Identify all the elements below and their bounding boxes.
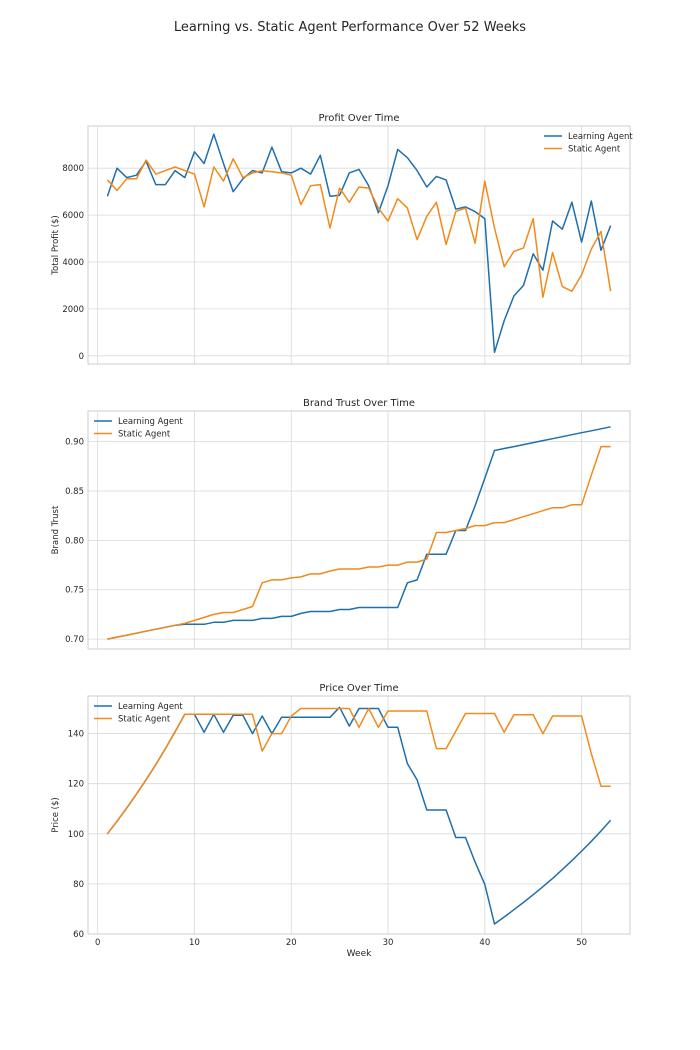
chart-title: Profit Over Time (319, 113, 400, 124)
y-tick-label: 0.70 (65, 635, 84, 645)
y-tick-label: 0.85 (65, 487, 84, 497)
y-axis-label: Brand Trust (51, 505, 61, 554)
series-line-static (107, 445, 611, 640)
y-tick-label: 80 (73, 880, 84, 890)
x-tick-label: 10 (189, 938, 200, 948)
legend: Learning Agent Static Agent (544, 132, 633, 155)
chart-panel-2: Brand Trust Over Time Brand Trust 0.70 0.75… (51, 398, 631, 650)
y-axis-label: Price ($) (51, 797, 61, 832)
y-tick-label: 0.80 (65, 536, 84, 546)
x-tick-label: 30 (383, 938, 394, 948)
series-line-learning (106, 133, 612, 354)
y-tick-label: 4000 (62, 258, 84, 268)
legend-label: Learning Agent (118, 417, 183, 427)
y-tick-label: 140 (68, 730, 84, 740)
plot-frame (87, 695, 631, 935)
y-tick-label: 2000 (62, 305, 84, 315)
y-tick-label: 0.75 (65, 586, 84, 596)
x-tick-label: 50 (576, 938, 587, 948)
legend-label: Static Agent (118, 430, 171, 440)
series-line-static (106, 707, 611, 835)
chart-panel-1: Profit Over Time Total Profit ($) 0 2000 400… (51, 113, 633, 365)
y-tick-label: 120 (68, 780, 84, 790)
legend-label: Learning Agent (118, 702, 183, 712)
y-tick-label: 60 (73, 930, 84, 940)
figure-suptitle: Learning vs. Static Agent Performance Ov… (174, 20, 526, 35)
chart-panel-3: Price Over Time Price ($) 60 80 100 120 140 0 10… (51, 683, 631, 948)
x-tick-label: 0 (95, 938, 100, 948)
chart-title: Price Over Time (319, 683, 398, 694)
plot-frame (87, 410, 631, 650)
y-tick-label: 6000 (62, 211, 84, 221)
y-tick-label: 8000 (62, 164, 84, 174)
chart-title: Brand Trust Over Time (303, 398, 415, 409)
series-line-static (106, 158, 612, 298)
legend: Learning Agent Static Agent (94, 702, 183, 725)
y-tick-label: 0 (79, 352, 84, 362)
series-line-learning (107, 426, 611, 640)
legend-label: Static Agent (118, 715, 171, 725)
series-line-learning (106, 706, 612, 925)
y-tick-label: 0.90 (65, 438, 84, 448)
x-tick-label: 40 (479, 938, 490, 948)
y-axis-label: Total Profit ($) (51, 215, 61, 275)
y-tick-label: 100 (68, 830, 84, 840)
legend: Learning Agent Static Agent (94, 417, 183, 440)
legend-label: Static Agent (568, 145, 621, 155)
x-tick-label: 20 (286, 938, 297, 948)
legend-label: Learning Agent (568, 132, 633, 142)
x-axis-label: Week (347, 949, 372, 959)
plot-frame (87, 125, 631, 365)
